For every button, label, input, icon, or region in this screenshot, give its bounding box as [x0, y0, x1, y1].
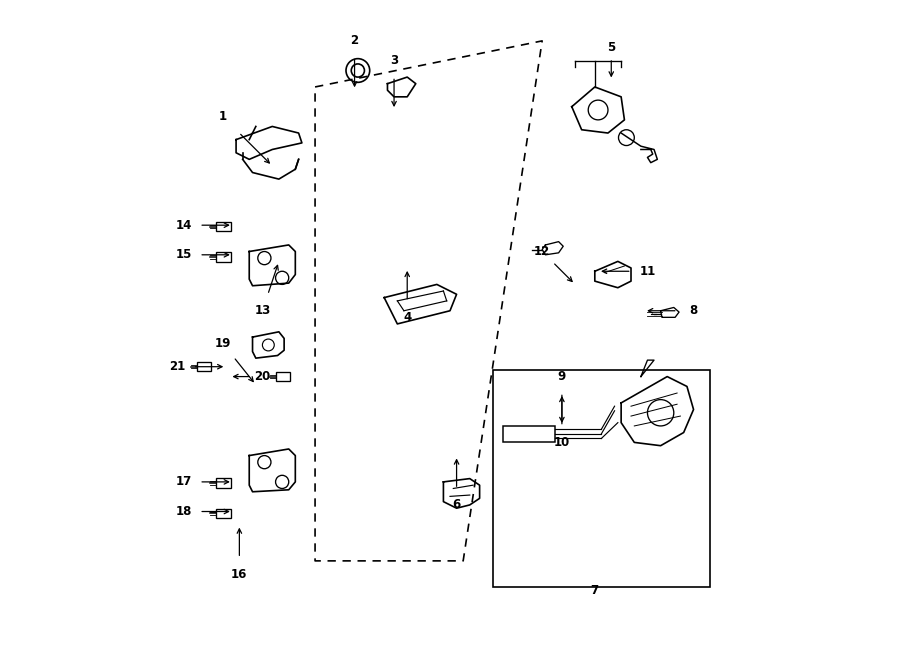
Bar: [493, 370, 710, 587]
Bar: [216, 252, 230, 262]
Bar: [196, 362, 211, 371]
Bar: [216, 221, 230, 231]
Bar: [216, 479, 230, 488]
Bar: [275, 372, 290, 381]
Text: 6: 6: [453, 498, 461, 512]
Text: 19: 19: [215, 337, 231, 350]
Text: 7: 7: [590, 584, 598, 597]
Text: 5: 5: [608, 41, 616, 54]
Text: 3: 3: [390, 54, 398, 67]
Text: 2: 2: [350, 34, 358, 48]
Text: 21: 21: [168, 360, 185, 373]
Text: 20: 20: [255, 370, 271, 383]
Text: 12: 12: [534, 245, 550, 258]
Text: 16: 16: [231, 568, 248, 580]
Text: 18: 18: [176, 505, 192, 518]
Text: 10: 10: [554, 436, 570, 449]
Text: 8: 8: [689, 304, 698, 317]
Text: 1: 1: [219, 110, 227, 123]
Text: 11: 11: [639, 265, 655, 278]
Text: 17: 17: [176, 475, 192, 488]
Text: 15: 15: [176, 249, 192, 261]
Text: 13: 13: [255, 304, 271, 317]
Text: 14: 14: [176, 219, 192, 232]
Bar: [503, 426, 555, 442]
Text: 9: 9: [558, 370, 566, 383]
Bar: [216, 509, 230, 518]
Text: 4: 4: [403, 311, 411, 324]
